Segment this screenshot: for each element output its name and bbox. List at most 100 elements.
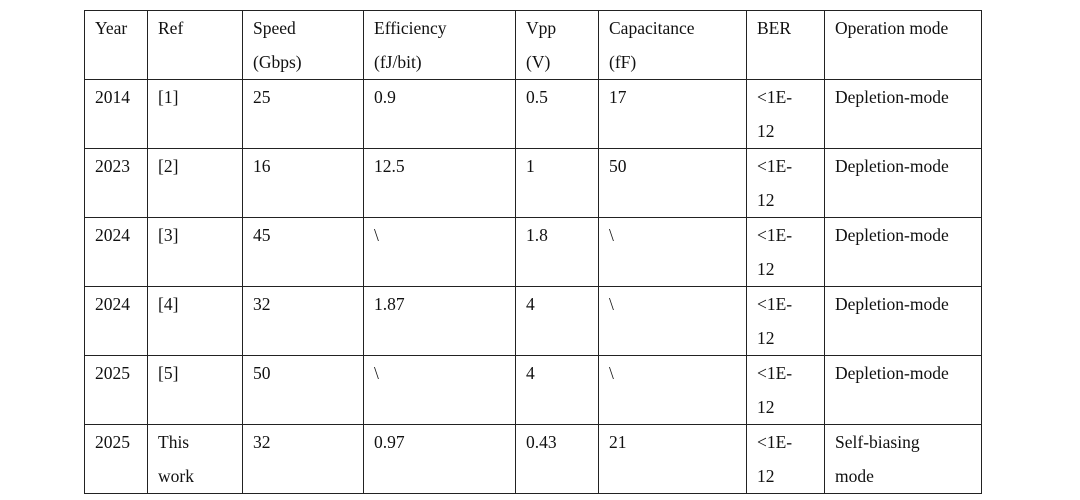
cell-capacitance-line: 17: [609, 87, 627, 107]
cell-speed-line: 32: [253, 294, 271, 314]
cell-vpp: 0.43: [515, 424, 599, 494]
cell-capacitance: \: [598, 217, 747, 287]
cell-vpp: 4: [515, 286, 599, 356]
cell-ber: <1E- 12: [746, 217, 825, 287]
header-capacitance-text: Capacitance: [609, 18, 695, 38]
cell-ber: <1E- 12: [746, 79, 825, 149]
cell-operation-mode-line: Depletion-mode: [835, 156, 949, 176]
header-speed: Speed (Gbps): [242, 10, 364, 80]
cell-ref-line: This: [158, 432, 190, 452]
table-row: 2014 [1] 25 0.9 0.5 17 <1E- 12 Depletion-mode: [84, 79, 982, 149]
cell-ber-line: 12: [757, 466, 775, 486]
cell-ref: [1]: [147, 79, 243, 149]
cell-year: 2025: [84, 355, 148, 425]
cell-year: 2024: [84, 217, 148, 287]
cell-ber-line: <1E-: [757, 156, 793, 176]
cell-operation-mode-line: Depletion-mode: [835, 363, 949, 383]
cell-year: 2025: [84, 424, 148, 494]
cell-ber-line: <1E-: [757, 432, 793, 452]
cell-operation-mode: Depletion-mode: [824, 79, 982, 149]
cell-capacitance: 17: [598, 79, 747, 149]
cell-speed: 32: [242, 286, 364, 356]
cell-capacitance-line: 21: [609, 432, 627, 452]
cell-year-line: 2014: [95, 87, 130, 107]
cell-vpp: 4: [515, 355, 599, 425]
cell-speed: 45: [242, 217, 364, 287]
header-ber-text: BER: [757, 18, 792, 38]
cell-efficiency: \: [363, 217, 516, 287]
table-row: 2023 [2] 16 12.5 1 50 <1E- 12 Depletion-mode: [84, 148, 982, 218]
cell-vpp-line: 0.5: [526, 87, 548, 107]
cell-speed: 16: [242, 148, 364, 218]
cell-vpp-line: 4: [526, 363, 535, 383]
cell-ref-line: work: [158, 466, 194, 486]
header-speed-unit: (Gbps): [253, 52, 302, 72]
table-header: Year Ref Speed (Gbps) Efficiency (fJ/bit) …: [84, 10, 982, 80]
header-vpp: Vpp (V): [515, 10, 599, 80]
cell-operation-mode: Self-biasing mode: [824, 424, 982, 494]
cell-vpp-line: 4: [526, 294, 535, 314]
cell-capacitance: \: [598, 286, 747, 356]
cell-speed: 25: [242, 79, 364, 149]
cell-ber-line: <1E-: [757, 87, 793, 107]
header-speed-text: Speed: [253, 18, 296, 38]
cell-capacitance-line: \: [609, 294, 614, 314]
cell-ber-line: 12: [757, 328, 775, 348]
cell-operation-mode-line: Depletion-mode: [835, 294, 949, 314]
cell-year-line: 2025: [95, 363, 130, 383]
cell-ref: [3]: [147, 217, 243, 287]
header-ber: BER: [746, 10, 825, 80]
cell-ber: <1E- 12: [746, 148, 825, 218]
cell-capacitance-line: \: [609, 225, 614, 245]
cell-operation-mode: Depletion-mode: [824, 217, 982, 287]
cell-ber-line: <1E-: [757, 294, 793, 314]
cell-efficiency: 12.5: [363, 148, 516, 218]
header-operation-mode: Operation mode: [824, 10, 982, 80]
cell-ref: [2]: [147, 148, 243, 218]
cell-efficiency-line: 0.97: [374, 432, 405, 452]
cell-vpp-line: 1.8: [526, 225, 548, 245]
cell-ref: This work: [147, 424, 243, 494]
cell-year-line: 2024: [95, 294, 130, 314]
cell-ber: <1E- 12: [746, 424, 825, 494]
cell-year: 2023: [84, 148, 148, 218]
cell-year-line: 2025: [95, 432, 130, 452]
header-efficiency: Efficiency (fJ/bit): [363, 10, 516, 80]
cell-vpp: 1: [515, 148, 599, 218]
cell-year-line: 2024: [95, 225, 130, 245]
cell-speed-line: 32: [253, 432, 271, 452]
cell-operation-mode: Depletion-mode: [824, 148, 982, 218]
header-ref: Ref: [147, 10, 243, 80]
cell-capacitance: 50: [598, 148, 747, 218]
cell-ber-line: 12: [757, 397, 775, 417]
table-row: 2024 [3] 45 \ 1.8 \ <1E- 12 Depletion-mode: [84, 217, 982, 287]
cell-ber-line: <1E-: [757, 225, 793, 245]
cell-vpp: 0.5: [515, 79, 599, 149]
cell-ber-line: 12: [757, 259, 775, 279]
table-row: 2025 This work 32 0.97 0.43 21 <1E- 12 Self-biasi…: [84, 424, 982, 494]
header-efficiency-unit: (fJ/bit): [374, 52, 422, 72]
header-year-text: Year: [95, 18, 128, 38]
cell-speed-line: 16: [253, 156, 271, 176]
header-year: Year: [84, 10, 148, 80]
cell-capacitance: 21: [598, 424, 747, 494]
cell-vpp-line: 1: [526, 156, 535, 176]
cell-efficiency: 0.97: [363, 424, 516, 494]
cell-efficiency-line: 1.87: [374, 294, 405, 314]
header-ref-text: Ref: [158, 18, 184, 38]
cell-ref-line: [2]: [158, 156, 179, 176]
cell-ber: <1E- 12: [746, 286, 825, 356]
header-vpp-unit: (V): [526, 52, 551, 72]
cell-efficiency-line: 12.5: [374, 156, 405, 176]
cell-ber-line: 12: [757, 190, 775, 210]
cell-year: 2014: [84, 79, 148, 149]
cell-operation-mode: Depletion-mode: [824, 355, 982, 425]
cell-efficiency: 1.87: [363, 286, 516, 356]
cell-ref-line: [1]: [158, 87, 179, 107]
cell-speed-line: 50: [253, 363, 271, 383]
cell-ref-line: [3]: [158, 225, 179, 245]
cell-speed-line: 25: [253, 87, 271, 107]
cell-ref-line: [4]: [158, 294, 179, 314]
header-capacitance-unit: (fF): [609, 52, 637, 72]
cell-vpp-line: 0.43: [526, 432, 557, 452]
